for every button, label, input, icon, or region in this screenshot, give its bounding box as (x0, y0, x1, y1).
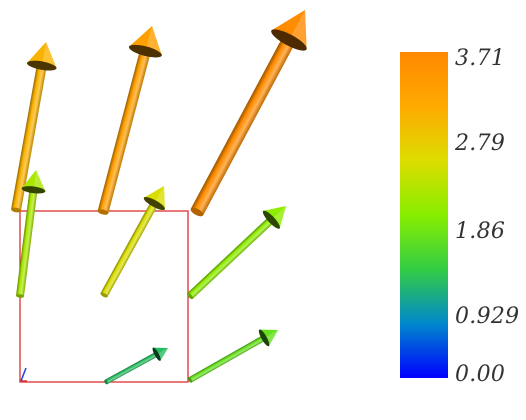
arrow-low-right-shaft (188, 335, 266, 383)
axis-y-marker (20, 367, 27, 382)
arrow-mid-center (100, 186, 165, 298)
arrow-mid-right-shaft (187, 216, 275, 299)
arrow-low-center-shaft (104, 352, 158, 385)
arrow-mid-left-shaft (16, 189, 38, 297)
arrow-top-left (11, 42, 57, 213)
arrow-top-center (97, 26, 162, 215)
arrow-mid-left (16, 170, 46, 298)
arrow-mid-right (186, 206, 286, 300)
colorbar-tick-4: 0.929 (455, 304, 520, 329)
colorbar-tick-3: 1.86 (455, 219, 506, 244)
colorbar-tick-max: 3.71 (455, 46, 506, 71)
arrow-low-right (188, 329, 278, 383)
arrow-top-left-shaft (11, 64, 47, 211)
arrow-low-center (104, 347, 168, 385)
arrow-mid-center-shaft (100, 201, 158, 297)
colorbar-tick-2: 2.79 (455, 131, 506, 156)
arrow-top-right (190, 10, 307, 217)
colorbar-tick-min: 0.00 (455, 362, 506, 387)
colorbar-ramp (400, 52, 448, 378)
arrow-top-right-shaft (190, 36, 296, 216)
arrow-top-center-shaft (97, 49, 151, 214)
